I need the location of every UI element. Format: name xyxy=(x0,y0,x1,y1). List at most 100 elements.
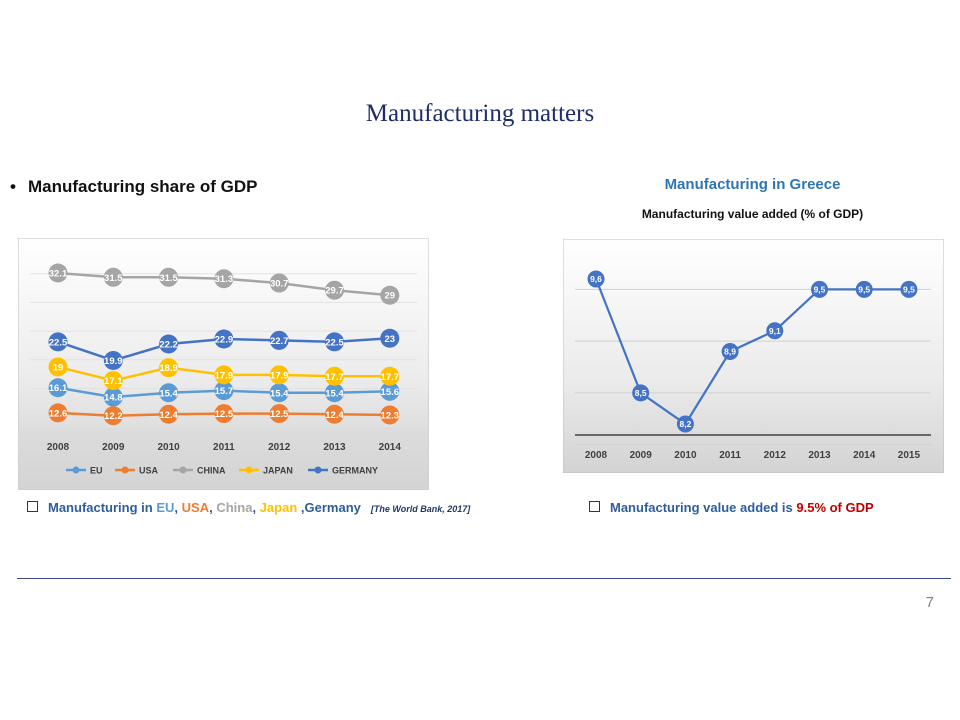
x-tick-label: 2008 xyxy=(585,450,608,461)
data-label: 9,5 xyxy=(858,285,870,295)
series-eu: 16.1 14.8 15.4 15.7 15.4 15.4 15.6 xyxy=(48,378,400,407)
data-label: 17.9 xyxy=(270,370,289,381)
data-label: 29.7 xyxy=(325,286,344,297)
legend-marker xyxy=(314,466,322,474)
data-label: 31.3 xyxy=(215,274,234,285)
data-point xyxy=(214,404,234,424)
data-label: 23 xyxy=(385,334,396,345)
checkbox-bullet-icon xyxy=(27,501,38,512)
data-label: 9,6 xyxy=(590,274,602,284)
greece-manufacturing-chart: 9,6 8,5 8,2 8,9 9,1 9,5 9,5 9,5 2008 2009 2010 201… xyxy=(563,239,944,473)
x-tick-label: 2010 xyxy=(674,450,697,461)
data-label: 8,5 xyxy=(635,388,647,398)
data-point xyxy=(48,332,68,352)
bullet-dot-icon: • xyxy=(10,177,16,196)
data-point xyxy=(811,280,828,298)
data-label: 12.5 xyxy=(270,409,289,420)
data-label: 30.7 xyxy=(270,279,289,290)
x-tick-label: 2014 xyxy=(379,442,402,453)
data-label: 12.3 xyxy=(381,411,400,422)
data-label: 22.5 xyxy=(325,337,344,348)
legend-label: CHINA xyxy=(197,466,226,476)
data-point xyxy=(269,365,289,385)
x-tick-label: 2013 xyxy=(323,442,346,453)
x-tick-label: 2012 xyxy=(764,450,787,461)
data-point xyxy=(103,387,123,407)
legend-marker xyxy=(121,466,129,474)
data-point xyxy=(632,384,650,402)
data-point xyxy=(103,371,123,391)
note-prefix: Manufacturing in xyxy=(48,500,157,515)
x-tick-label: 2010 xyxy=(157,442,180,453)
data-label: 32.1 xyxy=(49,269,68,280)
series-greece: 9,6 8,5 8,2 8,9 9,1 9,5 9,5 9,5 xyxy=(587,270,918,433)
data-point xyxy=(325,332,344,352)
data-point xyxy=(214,269,234,289)
legend-label: GERMANY xyxy=(332,466,378,476)
x-tick-label: 2012 xyxy=(268,442,291,453)
data-point xyxy=(325,383,344,403)
source-note: Manufacturing in EU, USA, China, Japan ,… xyxy=(27,500,470,515)
data-point xyxy=(269,383,289,403)
checkbox-bullet-icon xyxy=(589,501,600,512)
data-label: 14.8 xyxy=(104,393,123,404)
note-germany: Germany xyxy=(304,500,361,515)
note-highlight: 9.5% of GDP xyxy=(796,500,874,515)
legend-item-eu: EU xyxy=(66,466,103,476)
data-point xyxy=(380,381,400,401)
data-point xyxy=(380,366,400,386)
x-tick-label: 2014 xyxy=(853,450,876,461)
data-label: 17.7 xyxy=(325,372,344,383)
data-label: 9,5 xyxy=(814,285,826,295)
greece-chart-title: Manufacturing in Greece xyxy=(664,176,841,193)
x-tick-label: 2011 xyxy=(213,442,235,453)
legend-item-usa: USA xyxy=(115,466,159,476)
legend-label: JAPAN xyxy=(263,466,293,476)
series-china: 32.1 31.5 31.5 31.3 30.7 29.7 29 xyxy=(48,263,400,305)
data-label: 22.7 xyxy=(270,336,289,347)
data-point xyxy=(214,365,234,385)
x-tick-label: 2015 xyxy=(898,450,921,461)
data-point xyxy=(380,285,400,305)
note-china: China xyxy=(216,500,253,515)
data-point xyxy=(214,381,234,401)
legend-marker xyxy=(72,466,80,474)
data-point xyxy=(103,350,123,370)
x-tick-label: 2013 xyxy=(808,450,831,461)
data-label: 16.1 xyxy=(49,383,68,394)
data-point xyxy=(587,270,605,288)
legend-label: USA xyxy=(139,466,159,476)
data-point xyxy=(159,267,179,287)
series-japan: 19 17.1 18.9 17.9 17.9 17.7 17.7 xyxy=(48,357,400,391)
source-citation: [The World Bank, 2017] xyxy=(370,504,471,514)
note-prefix: Manufacturing value added is xyxy=(610,500,797,515)
note-eu: EU xyxy=(156,500,175,515)
data-label: 9,5 xyxy=(903,285,915,295)
data-label: 29 xyxy=(385,291,396,302)
data-label: 31.5 xyxy=(159,273,178,284)
data-label: 19.9 xyxy=(104,356,123,367)
note-usa: USA xyxy=(181,500,210,515)
data-point xyxy=(766,322,784,340)
note-japan: Japan xyxy=(259,500,298,515)
x-tick-label: 2009 xyxy=(102,442,125,453)
data-point xyxy=(103,406,123,426)
gdp-share-chart: 16.1 14.8 15.4 15.7 15.4 15.4 15.6 12.6 12.2 12.4… xyxy=(18,238,429,490)
bullet-text: Manufacturing share of GDP xyxy=(28,177,258,196)
legend-marker xyxy=(179,466,187,474)
data-point xyxy=(325,404,344,424)
legend-marker xyxy=(245,466,253,474)
x-tick-label: 2008 xyxy=(47,442,70,453)
data-point xyxy=(269,273,289,293)
data-label: 17.1 xyxy=(104,376,123,387)
data-label: 9,1 xyxy=(769,326,781,336)
data-point xyxy=(214,329,234,349)
data-label: 17.7 xyxy=(381,372,400,383)
data-point xyxy=(48,357,68,377)
data-label: 12.4 xyxy=(159,410,178,421)
data-label: 15.4 xyxy=(325,388,344,399)
data-label: 31.5 xyxy=(104,273,123,284)
greece-note: Manufacturing value added is 9.5% of GDP xyxy=(589,500,874,515)
data-label: 15.6 xyxy=(381,387,400,398)
slide-title: Manufacturing matters xyxy=(365,100,595,127)
